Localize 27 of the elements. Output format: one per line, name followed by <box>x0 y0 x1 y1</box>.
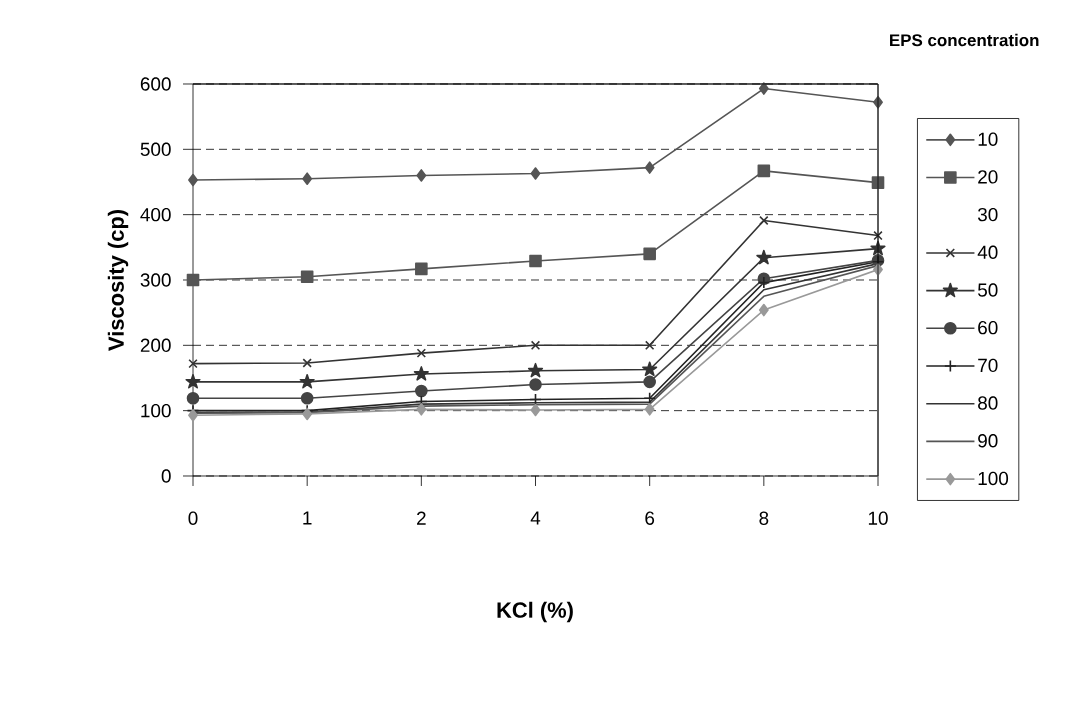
y-tick-label: 300 <box>140 273 171 287</box>
legend-label: 70 <box>978 358 998 373</box>
legend-title: EPS concentration <box>890 33 1039 47</box>
y-tick-label: 200 <box>140 338 171 353</box>
x-tick-label: 2 <box>417 511 426 525</box>
legend-label: 80 <box>978 396 998 410</box>
text: 30 <box>977 207 998 222</box>
y-axis-title: Viscosity (cp) <box>107 210 129 351</box>
legend-label: 60 <box>978 320 998 335</box>
y-tick-label: 400 <box>140 207 171 222</box>
x-axis-title: KCl (%) <box>497 601 573 623</box>
x-tick-label: 4 <box>530 511 541 525</box>
y-tick-label: 500 <box>140 142 171 157</box>
y-tick-label: 600 <box>140 77 171 91</box>
x-tick-label: 0 <box>188 511 198 525</box>
legend-label: 20 <box>978 170 998 184</box>
y-tick-label: 0 <box>161 469 171 483</box>
legend-label: 10 <box>978 132 998 146</box>
legend-label: 50 <box>977 283 998 297</box>
legend-label: 90 <box>978 434 998 448</box>
legend-label: 40 <box>977 245 998 259</box>
x-tick-label: 1 <box>303 511 312 525</box>
x-tick-label: 8 <box>759 511 769 525</box>
x-tick-label: 6 <box>645 511 655 525</box>
legend-label: 100 <box>978 471 1009 486</box>
x-tick-label: 10 <box>868 511 888 525</box>
y-tick-label: 100 <box>141 403 171 418</box>
